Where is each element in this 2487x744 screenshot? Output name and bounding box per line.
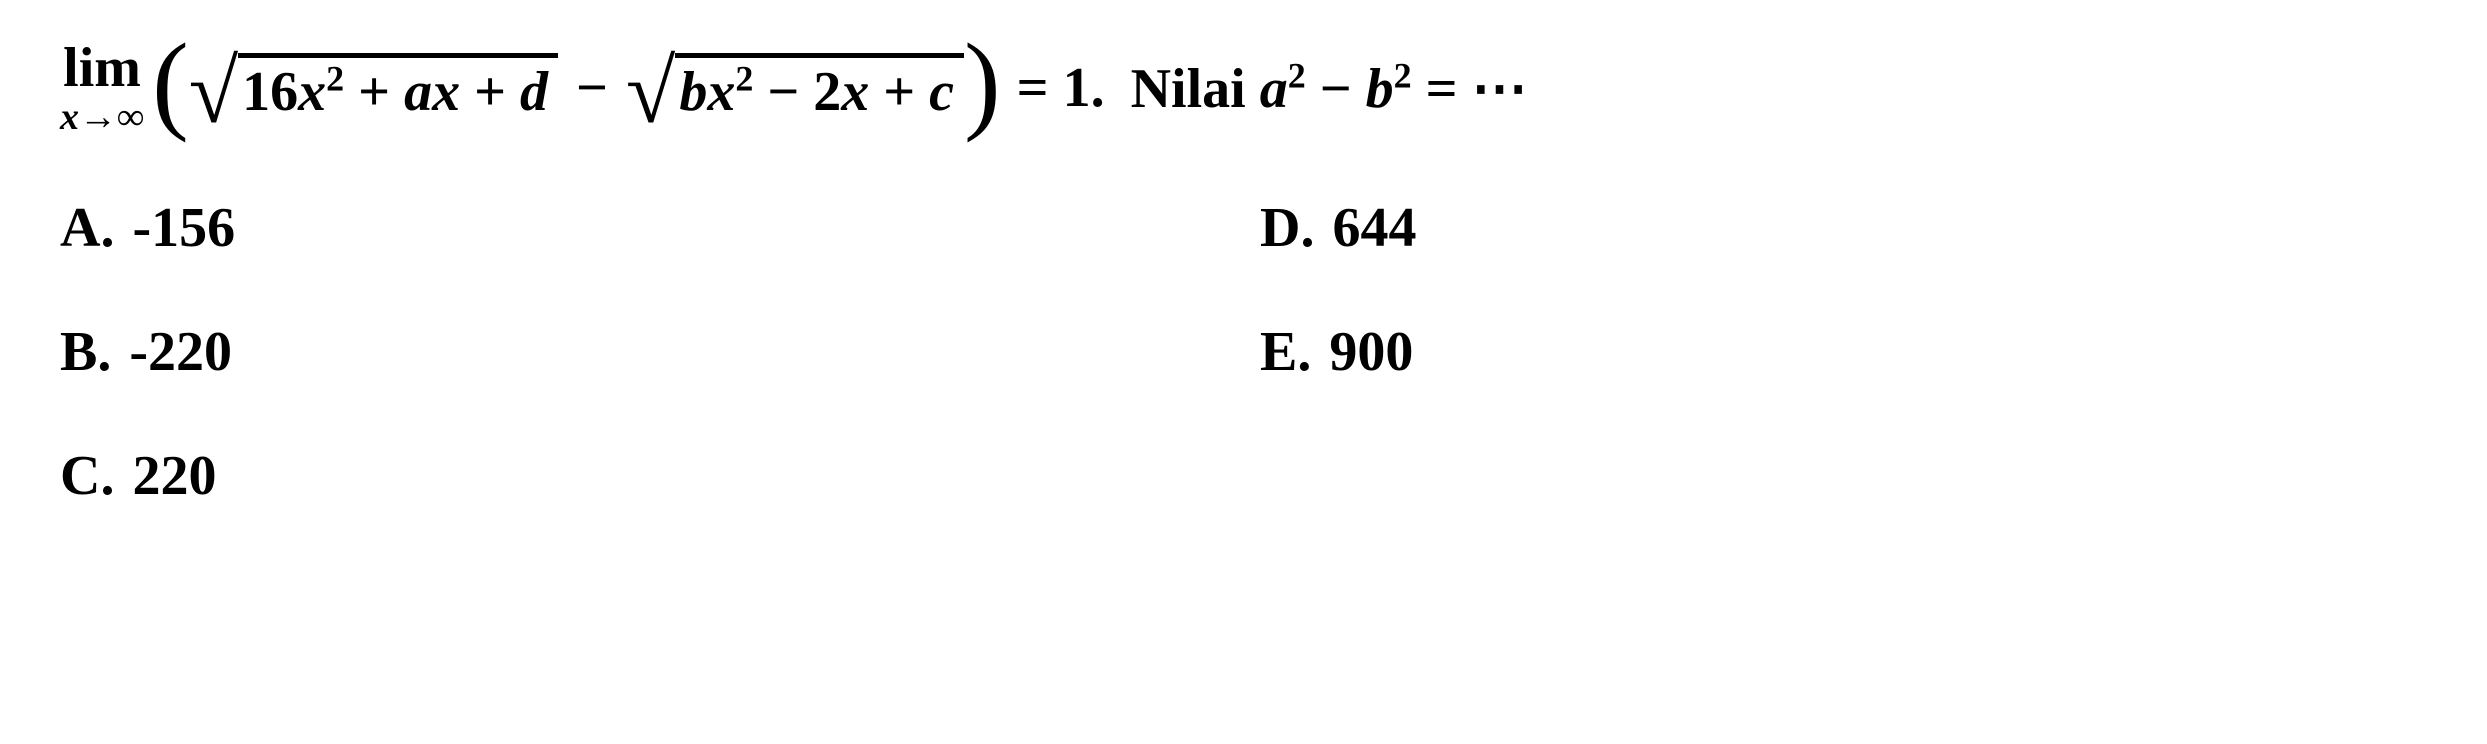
radicand-1: 16x2 + ax + d (238, 53, 558, 124)
options-right-column: D. 644 E. 900 (1260, 196, 2427, 568)
sqrt-1: √ 16x2 + ax + d (189, 53, 558, 124)
left-paren: ( (152, 49, 189, 115)
radical-icon: √ (626, 61, 675, 124)
options-left-column: A. -156 B. -220 C. 220 (60, 196, 1260, 568)
radicand-2: bx2 − 2x + c (675, 53, 964, 124)
option-value: 220 (132, 444, 216, 508)
question-expression: lim x→∞ ( √ 16x2 + ax + d − √ bx2 − 2x +… (60, 40, 2427, 136)
limit-label: lim (63, 40, 141, 96)
option-value: -156 (132, 196, 235, 260)
trailing-question: Nilai a2 − b2 = ⋯ (1131, 56, 1528, 121)
option-letter: D. (1260, 196, 1314, 260)
option-letter: C. (60, 444, 114, 508)
equals-result: = 1. (1017, 56, 1105, 120)
option-d: D. 644 (1260, 196, 2427, 260)
option-a: A. -156 (60, 196, 1260, 260)
sqrt-2: √ bx2 − 2x + c (626, 53, 964, 124)
option-b: B. -220 (60, 320, 1260, 384)
minus-operator: − (576, 56, 608, 120)
right-paren: ) (964, 49, 1001, 115)
limit-subscript: x→∞ (60, 98, 144, 136)
option-c: C. 220 (60, 444, 1260, 508)
option-value: -220 (129, 320, 232, 384)
option-letter: E. (1260, 320, 1311, 384)
option-letter: A. (60, 196, 114, 260)
limit-operator: lim x→∞ (60, 40, 144, 136)
radical-icon: √ (189, 61, 238, 124)
option-e: E. 900 (1260, 320, 2427, 384)
option-letter: B. (60, 320, 111, 384)
option-value: 644 (1332, 196, 1416, 260)
option-value: 900 (1329, 320, 1413, 384)
options-container: A. -156 B. -220 C. 220 D. 644 E. 900 (60, 196, 2427, 568)
